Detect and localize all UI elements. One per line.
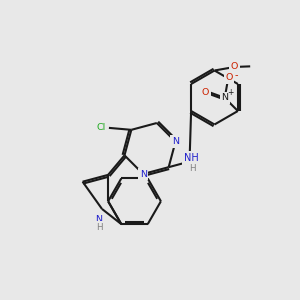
Text: -: - — [234, 70, 238, 80]
Text: Cl: Cl — [97, 123, 106, 132]
Text: N: N — [172, 137, 179, 146]
Text: O: O — [202, 88, 209, 97]
Text: NH: NH — [184, 153, 198, 163]
Text: O: O — [231, 62, 238, 71]
Text: N: N — [140, 169, 147, 178]
Text: N: N — [221, 93, 228, 102]
Text: H: H — [189, 164, 196, 173]
Text: N: N — [95, 215, 103, 224]
Text: O: O — [225, 74, 233, 82]
Text: H: H — [96, 223, 102, 232]
Text: +: + — [227, 88, 233, 97]
